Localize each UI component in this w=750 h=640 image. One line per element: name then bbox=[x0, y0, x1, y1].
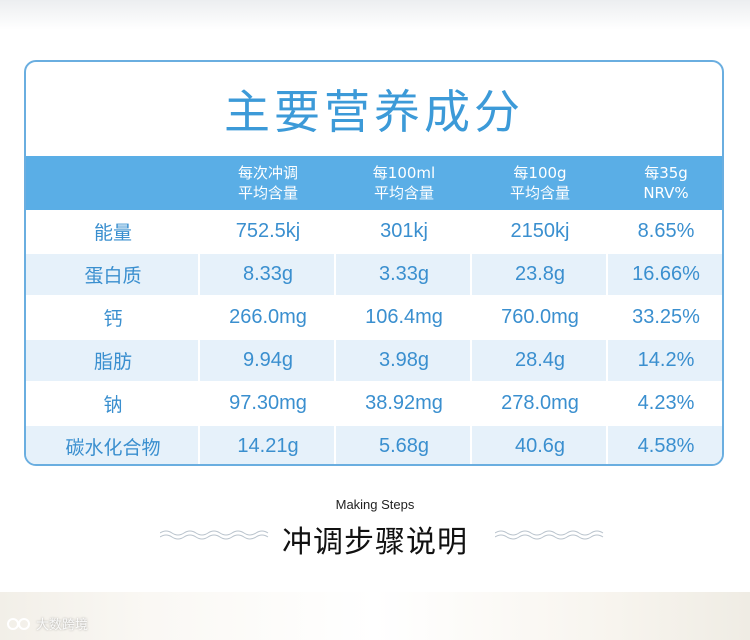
table-row-protein: 蛋白质 8.33g 3.33g 23.8g 16.66% bbox=[26, 253, 722, 296]
row-label: 碳水化合物 bbox=[65, 437, 161, 459]
column-divider bbox=[606, 210, 608, 464]
table-header: 每次冲调 平均含量 每100ml 平均含量 每100g 平均含量 每35g NR… bbox=[26, 156, 722, 210]
column-header-line2: 平均含量 bbox=[509, 184, 570, 202]
table-cell: 760.0mg bbox=[501, 306, 579, 328]
table-cell: 266.0mg bbox=[229, 306, 307, 328]
table-cell: 3.33g bbox=[378, 263, 430, 285]
column-header-per-100g: 每100g 平均含量 bbox=[472, 156, 608, 210]
row-label: 脂肪 bbox=[93, 351, 132, 373]
top-shadow-band bbox=[0, 0, 750, 30]
making-steps-title: 冲调步骤说明 bbox=[282, 525, 468, 560]
column-header-line1: 每35g bbox=[644, 164, 688, 182]
table-cell: 2150kj bbox=[510, 220, 570, 242]
column-header-nrv: 每35g NRV% bbox=[608, 156, 722, 210]
column-divider bbox=[198, 210, 200, 464]
table-cell: 3.98g bbox=[378, 349, 430, 371]
column-header-line1: 每100ml bbox=[372, 164, 436, 182]
column-header-line1: 每100g bbox=[513, 164, 567, 182]
table-row-carbohydrate: 碳水化合物 14.21g 5.68g 40.6g 4.58% bbox=[26, 425, 722, 464]
column-divider bbox=[334, 210, 336, 464]
column-header-per-serving: 每次冲调 平均含量 bbox=[200, 156, 336, 210]
row-divider bbox=[26, 338, 722, 340]
table-cell: 5.68g bbox=[378, 435, 430, 457]
logo-icon bbox=[7, 617, 30, 630]
table-cell: 38.92mg bbox=[365, 392, 443, 414]
table-cell: 23.8g bbox=[514, 263, 566, 285]
table-cell: 28.4g bbox=[514, 349, 566, 371]
table-cell: 33.25% bbox=[632, 306, 700, 328]
column-header-line2: 平均含量 bbox=[373, 184, 434, 202]
table-cell: 4.58% bbox=[637, 435, 695, 457]
table-cell: 97.30mg bbox=[229, 392, 307, 414]
table-title: 主要营养成分 bbox=[224, 85, 524, 139]
table-row-energy: 能量 752.5kj 301kj 2150kj 8.65% bbox=[26, 210, 722, 253]
table-cell: 14.2% bbox=[637, 349, 695, 371]
row-label: 钙 bbox=[103, 308, 123, 330]
table-cell: 8.65% bbox=[637, 220, 695, 242]
row-divider bbox=[26, 295, 722, 297]
table-cell: 4.23% bbox=[637, 392, 695, 414]
table-row-sodium: 钠 97.30mg 38.92mg 278.0mg 4.23% bbox=[26, 382, 722, 425]
row-label: 蛋白质 bbox=[84, 265, 142, 287]
table-row-calcium: 钙 266.0mg 106.4mg 760.0mg 33.25% bbox=[26, 296, 722, 339]
row-label: 能量 bbox=[93, 222, 132, 244]
table-cell: 752.5kj bbox=[235, 220, 301, 242]
table-cell: 9.94g bbox=[242, 349, 294, 371]
table-cell: 40.6g bbox=[514, 435, 566, 457]
table-cell: 16.66% bbox=[632, 263, 700, 285]
table-cell: 106.4mg bbox=[365, 306, 443, 328]
column-header-per-100ml: 每100ml 平均含量 bbox=[336, 156, 472, 210]
table-cell: 14.21g bbox=[237, 435, 299, 457]
table-cell: 8.33g bbox=[242, 263, 294, 285]
table-cell: 301kj bbox=[380, 220, 428, 242]
watermark-text: 大数跨境 bbox=[36, 618, 89, 633]
wave-ornament-right-icon bbox=[495, 530, 604, 540]
bottom-image-strip bbox=[0, 592, 750, 640]
column-divider bbox=[470, 210, 472, 464]
row-divider bbox=[26, 252, 722, 254]
nutrition-table-card: 主要营养成分 每次冲调 平均含量 每100ml 平均含量 每100g 平均含量 … bbox=[24, 60, 724, 466]
table-row-fat: 脂肪 9.94g 3.98g 28.4g 14.2% bbox=[26, 339, 722, 382]
table-cell: 278.0mg bbox=[501, 392, 579, 414]
row-divider bbox=[26, 381, 722, 383]
watermark: 大数跨境 bbox=[6, 614, 88, 633]
column-header-line1: 每次冲调 bbox=[237, 164, 298, 182]
wave-ornament-left-icon bbox=[160, 530, 269, 540]
making-steps-subtitle: Making Steps bbox=[335, 497, 415, 512]
column-header-line2: NRV% bbox=[643, 184, 689, 202]
row-label: 钠 bbox=[103, 394, 123, 416]
row-divider bbox=[26, 424, 722, 426]
column-header-line2: 平均含量 bbox=[237, 184, 298, 202]
